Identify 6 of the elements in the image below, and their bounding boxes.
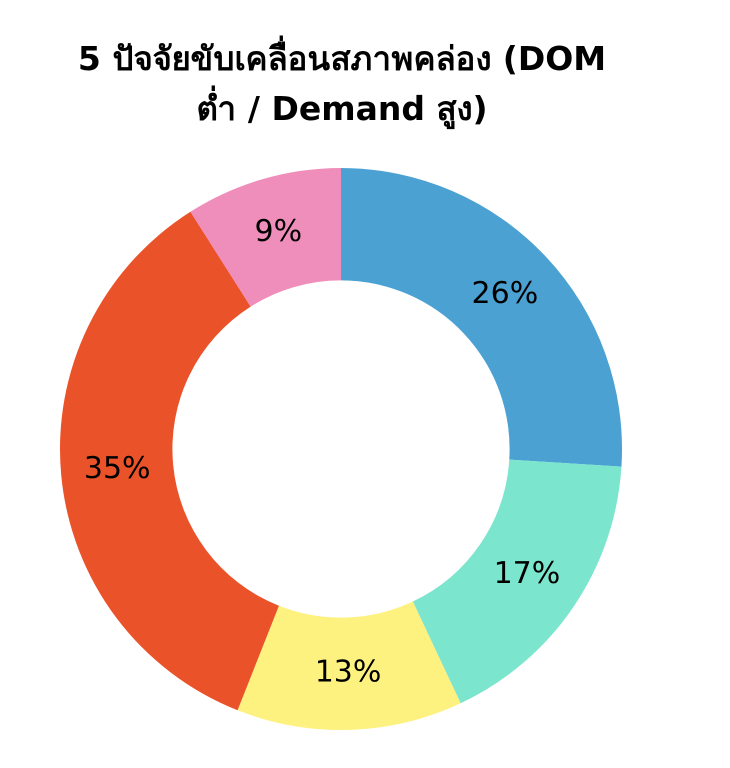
data-label: 26% — [472, 276, 538, 311]
data-label: 17% — [494, 556, 560, 592]
data-label: 35% — [84, 450, 151, 486]
data-label: 13% — [314, 654, 382, 690]
data-label: 9% — [254, 214, 302, 249]
chart-title: 5 ปัจจัยขับเคลื่อนสภาพคล่อง (DOM ต่ำ / Demand สูง) — [76, 34, 608, 132]
